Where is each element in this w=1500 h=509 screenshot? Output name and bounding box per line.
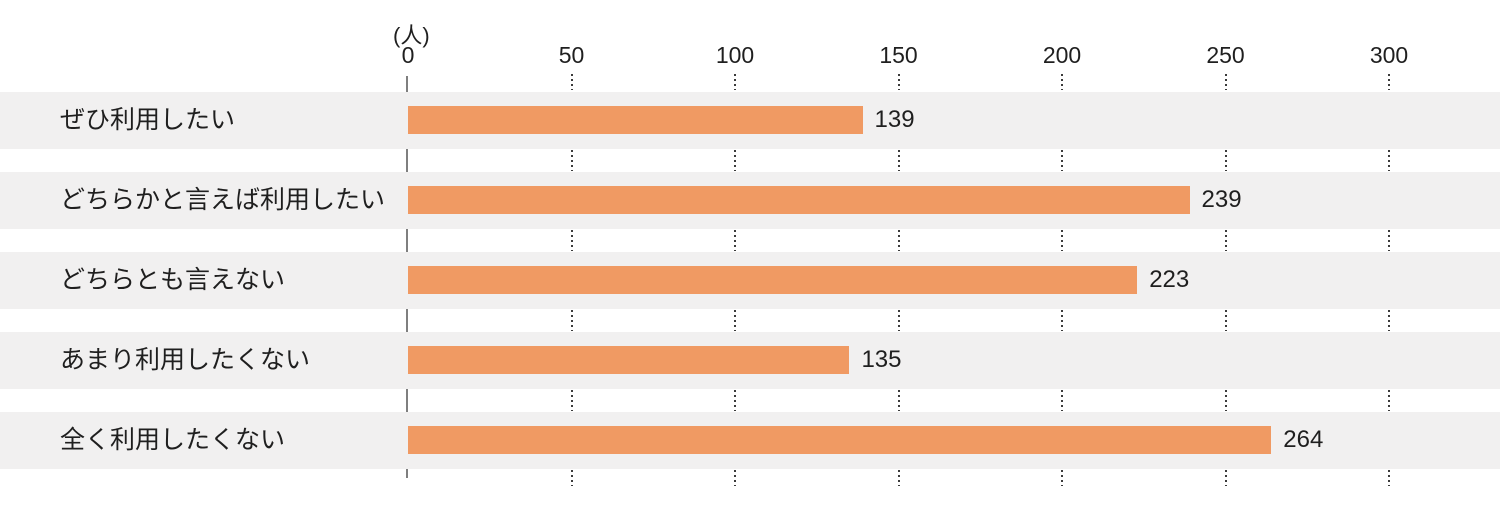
gridline-dotted-segment (734, 390, 736, 411)
gridline-dotted-segment (1388, 74, 1390, 90)
gridline-dotted-segment (570, 310, 573, 331)
gridline-dotted-segment (897, 230, 900, 251)
gridline-dotted-segment (1224, 390, 1227, 411)
gridline-dotted-segment (1224, 150, 1227, 171)
value-label: 135 (861, 346, 902, 373)
bar (408, 426, 1272, 454)
x-axis-tick-label: 250 (1206, 42, 1245, 68)
chart-row: ぜひ利用したい 139 (0, 92, 1500, 149)
bar (408, 106, 863, 134)
gridline-dotted-segment (1061, 230, 1063, 251)
gridline-dotted-segment (897, 470, 900, 486)
category-label: 全く利用したくない (60, 426, 286, 454)
gridline-dotted-segment (1388, 310, 1390, 331)
gridline-dotted-segment (1061, 470, 1063, 486)
gridline-dotted-segment (1388, 150, 1390, 171)
axis-unit-label: (人) (393, 23, 430, 48)
gridline-dotted-segment (1061, 310, 1063, 331)
chart-row: あまり利用したくない 135 (0, 332, 1500, 389)
value-label: 223 (1149, 266, 1190, 293)
gridline-dotted-segment (897, 150, 900, 171)
gridline-dotted-segment (734, 150, 736, 171)
x-axis-tick-label: 0 (401, 42, 415, 68)
x-axis-tick-label: 150 (879, 42, 918, 68)
gridline-dotted-segment (1224, 310, 1227, 331)
gridline-dotted-segment (570, 470, 573, 486)
chart-row: どちらとも言えない 223 (0, 252, 1500, 309)
gridline-dotted-segment (570, 150, 573, 171)
bar (408, 346, 850, 374)
gridline-dotted-segment (1061, 74, 1063, 90)
x-axis-tick-label: 50 (558, 42, 585, 68)
x-axis-tick-label: 200 (1042, 42, 1082, 68)
gridline-dotted-segment (734, 230, 736, 251)
gridline-dotted-segment (1224, 230, 1227, 251)
value-label: 239 (1201, 186, 1242, 213)
gridline-dotted-segment (1061, 390, 1063, 411)
gridline-dotted-segment (1388, 230, 1390, 251)
gridline-dotted-segment (1224, 470, 1227, 486)
gridline-dotted-segment (1224, 74, 1227, 90)
gridline-dotted-segment (570, 74, 573, 90)
chart-row: どちらかと言えば利用したい 239 (0, 172, 1500, 229)
chart-row: 全く利用したくない 264 (0, 412, 1500, 469)
category-label: ぜひ利用したい (60, 106, 236, 134)
value-label: 139 (874, 106, 915, 133)
category-label: どちらかと言えば利用したい (60, 186, 386, 214)
x-axis-tick-label: 300 (1369, 42, 1409, 68)
gridline-dotted-segment (897, 74, 900, 90)
category-label: あまり利用したくない (60, 346, 311, 374)
gridline-dotted-segment (734, 310, 736, 331)
gridline-dotted-segment (570, 390, 573, 411)
gridline-dotted-segment (1388, 470, 1390, 486)
gridline-dotted-segment (734, 470, 736, 486)
x-axis-tick-label: 100 (715, 42, 755, 68)
category-label: どちらとも言えない (60, 266, 286, 294)
gridline-dotted-segment (897, 310, 900, 331)
gridline-dotted-segment (570, 230, 573, 251)
bar (408, 266, 1138, 294)
value-label: 264 (1283, 426, 1324, 453)
gridline-dotted-segment (1388, 390, 1390, 411)
gridline-dotted-segment (734, 74, 736, 90)
bar (408, 186, 1190, 214)
gridline-dotted-segment (1061, 150, 1063, 171)
gridline-dotted-segment (897, 390, 900, 411)
